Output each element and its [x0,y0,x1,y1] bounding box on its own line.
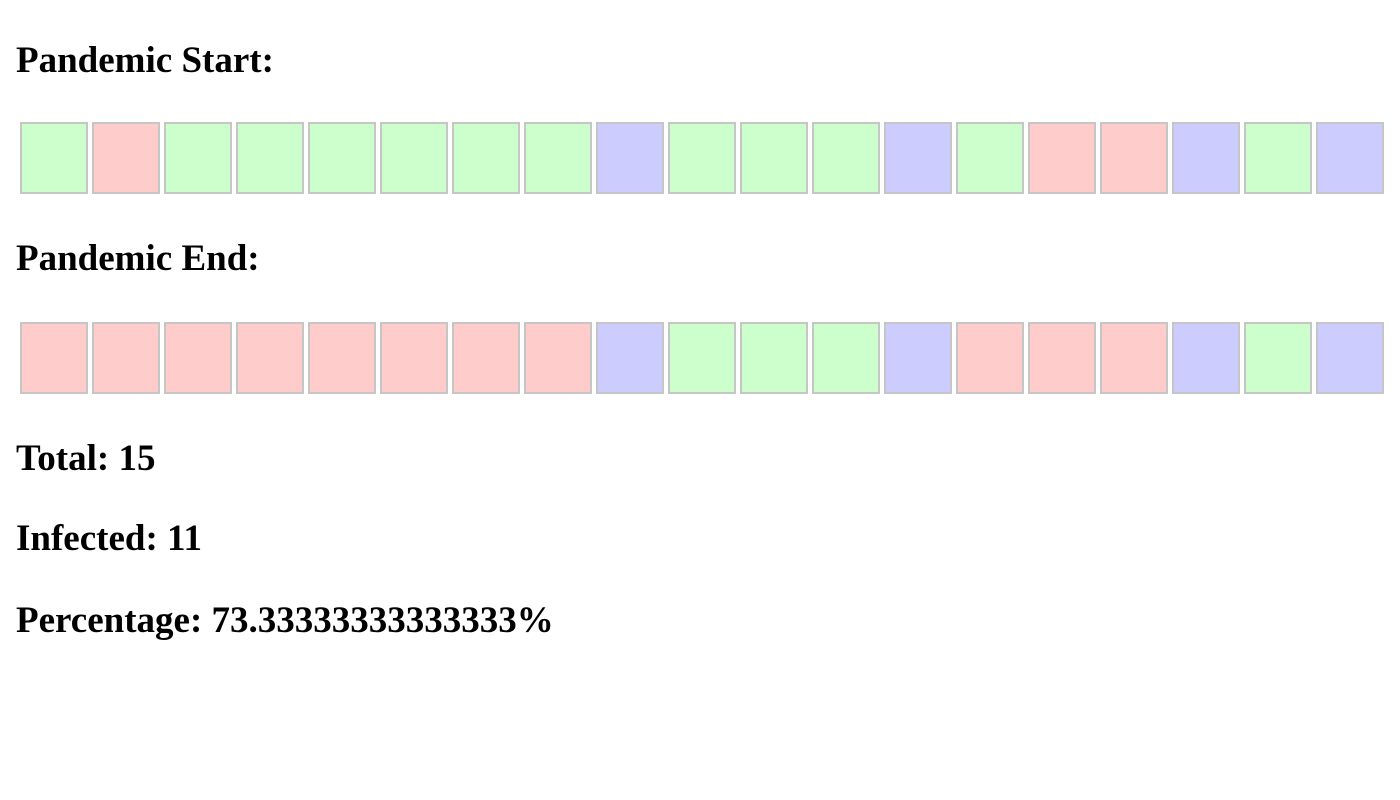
infected-stat: Infected: 11 [16,520,202,557]
pandemic-start-grid [20,122,1384,194]
cell-infected [20,322,88,394]
cell-infected [308,322,376,394]
cell-infected [452,322,520,394]
cell-infected [1100,122,1168,194]
cell-immune [884,322,952,394]
cell-infected [524,322,592,394]
cell-healthy [668,122,736,194]
cell-immune [884,122,952,194]
cell-healthy [308,122,376,194]
cell-immune [1316,122,1384,194]
cell-infected [92,322,160,394]
cell-healthy [164,122,232,194]
cell-healthy [380,122,448,194]
cell-infected [236,322,304,394]
cell-immune [1172,122,1240,194]
percentage-stat: Percentage: 73.33333333333333% [16,602,554,639]
cell-healthy [524,122,592,194]
cell-immune [596,122,664,194]
infected-value: 11 [167,518,203,559]
cell-immune [1316,322,1384,394]
total-label: Total: [16,438,110,479]
cell-infected [164,322,232,394]
cell-infected [380,322,448,394]
percentage-value: 73.33333333333333% [211,600,554,641]
cell-healthy [812,322,880,394]
cell-healthy [668,322,736,394]
cell-healthy [236,122,304,194]
cell-infected [956,322,1024,394]
pandemic-end-grid [20,322,1384,394]
cell-infected [1028,322,1096,394]
cell-infected [92,122,160,194]
cell-healthy [956,122,1024,194]
cell-healthy [1244,122,1312,194]
cell-healthy [20,122,88,194]
pandemic-end-heading: Pandemic End: [16,238,260,279]
pandemic-start-heading: Pandemic Start: [16,40,274,81]
total-stat: Total: 15 [16,440,155,477]
cell-healthy [740,322,808,394]
total-value: 15 [118,438,156,479]
percentage-label: Percentage: [16,600,203,641]
infected-label: Infected: [16,518,158,559]
cell-immune [1172,322,1240,394]
cell-infected [1100,322,1168,394]
cell-healthy [1244,322,1312,394]
cell-immune [596,322,664,394]
cell-healthy [452,122,520,194]
cell-infected [1028,122,1096,194]
cell-healthy [812,122,880,194]
cell-healthy [740,122,808,194]
